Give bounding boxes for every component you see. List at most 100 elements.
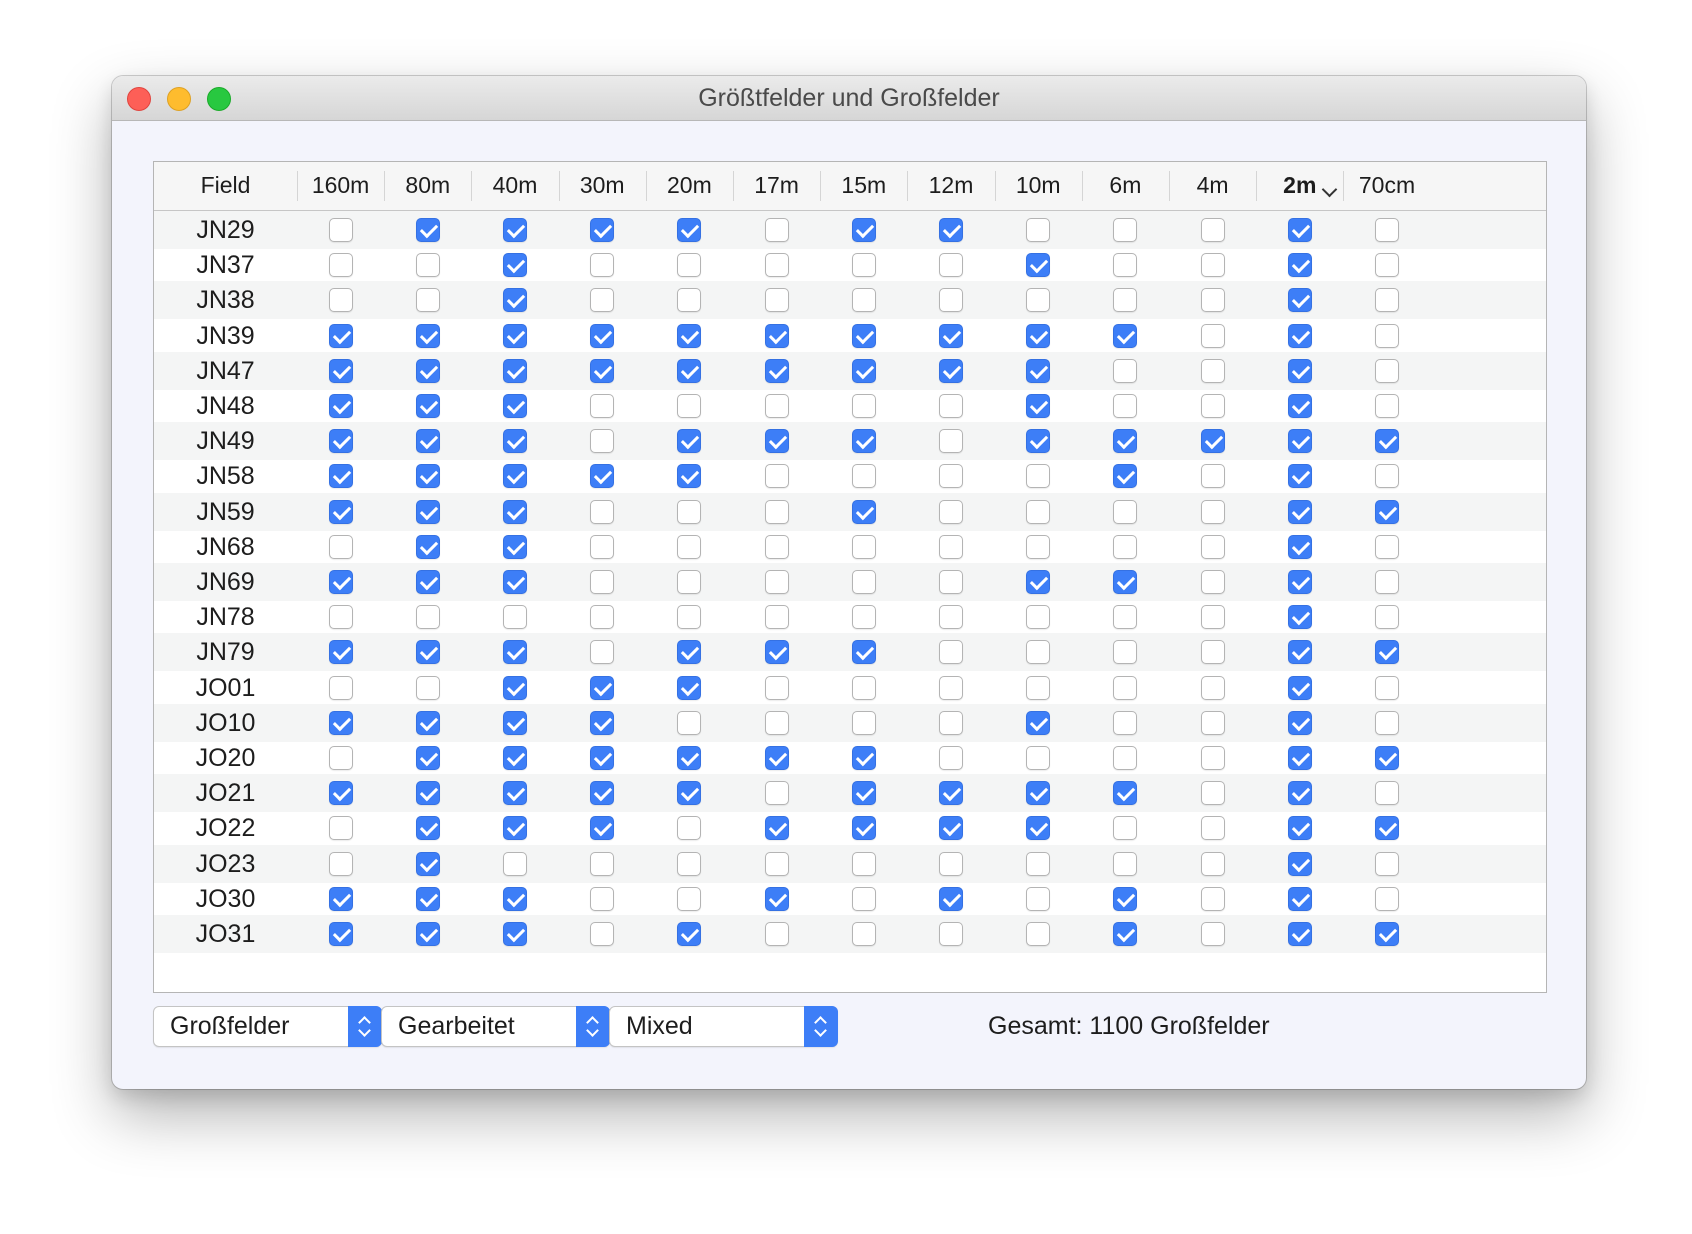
table-row[interactable]: JN38 [154, 281, 1546, 320]
column-header-20m[interactable]: 20m [645, 162, 733, 210]
band-checkbox-17m[interactable] [764, 851, 789, 876]
table-row[interactable]: JN79 [154, 633, 1546, 672]
band-checkbox-10m[interactable] [1026, 394, 1051, 418]
band-checkbox-20m[interactable] [677, 499, 702, 524]
band-checkbox-12m[interactable] [939, 781, 963, 806]
band-checkbox-80m[interactable] [415, 746, 440, 770]
band-checkbox-80m[interactable] [415, 253, 440, 278]
band-checkbox-15m[interactable] [851, 816, 876, 841]
band-checkbox-70cm[interactable] [1375, 781, 1399, 806]
band-checkbox-2m[interactable] [1287, 288, 1312, 313]
band-checkbox-80m[interactable] [415, 464, 440, 489]
mode-select[interactable]: Großfelder [153, 1006, 382, 1047]
band-checkbox-40m[interactable] [503, 886, 527, 911]
band-checkbox-160m[interactable] [328, 781, 353, 806]
band-checkbox-12m[interactable] [939, 675, 963, 700]
band-checkbox-30m[interactable] [590, 886, 615, 911]
band-checkbox-30m[interactable] [590, 746, 615, 770]
band-checkbox-10m[interactable] [1026, 922, 1051, 946]
band-checkbox-2m[interactable] [1287, 323, 1312, 348]
band-checkbox-20m[interactable] [677, 781, 702, 806]
band-checkbox-20m[interactable] [677, 464, 702, 489]
band-checkbox-70cm[interactable] [1375, 746, 1399, 770]
band-checkbox-40m[interactable] [503, 816, 527, 841]
band-checkbox-70cm[interactable] [1375, 358, 1399, 383]
band-checkbox-4m[interactable] [1200, 922, 1225, 946]
band-checkbox-12m[interactable] [939, 288, 963, 313]
band-checkbox-17m[interactable] [764, 218, 789, 242]
table-row[interactable]: JO30 [154, 880, 1546, 918]
band-checkbox-6m[interactable] [1113, 323, 1138, 348]
band-checkbox-6m[interactable] [1113, 570, 1138, 594]
band-checkbox-160m[interactable] [328, 253, 353, 278]
band-checkbox-80m[interactable] [415, 323, 440, 348]
band-checkbox-40m[interactable] [503, 218, 527, 242]
band-checkbox-17m[interactable] [764, 499, 789, 524]
band-checkbox-20m[interactable] [677, 851, 702, 876]
band-checkbox-80m[interactable] [415, 358, 440, 383]
band-checkbox-160m[interactable] [328, 288, 353, 313]
band-checkbox-6m[interactable] [1113, 218, 1138, 242]
band-checkbox-17m[interactable] [764, 640, 789, 665]
column-header-15m[interactable]: 15m [820, 162, 907, 210]
table-row[interactable]: JN49 [154, 422, 1546, 461]
band-checkbox-17m[interactable] [764, 358, 789, 383]
band-checkbox-4m[interactable] [1200, 218, 1225, 242]
band-checkbox-4m[interactable] [1200, 429, 1225, 454]
band-checkbox-2m[interactable] [1287, 886, 1312, 911]
band-checkbox-30m[interactable] [590, 499, 615, 524]
band-checkbox-10m[interactable] [1026, 323, 1051, 348]
band-checkbox-30m[interactable] [590, 922, 615, 946]
band-checkbox-80m[interactable] [415, 816, 440, 841]
band-checkbox-40m[interactable] [503, 570, 527, 594]
band-checkbox-30m[interactable] [590, 640, 615, 665]
band-checkbox-40m[interactable] [503, 358, 527, 383]
column-header-160m[interactable]: 160m [297, 162, 384, 210]
band-checkbox-10m[interactable] [1026, 746, 1051, 770]
band-checkbox-17m[interactable] [764, 816, 789, 841]
band-checkbox-40m[interactable] [503, 394, 527, 418]
column-header-30m[interactable]: 30m [558, 162, 646, 210]
band-checkbox-70cm[interactable] [1375, 710, 1399, 735]
band-checkbox-20m[interactable] [677, 394, 702, 418]
band-checkbox-6m[interactable] [1113, 429, 1138, 454]
band-checkbox-70cm[interactable] [1375, 534, 1399, 559]
band-checkbox-40m[interactable] [503, 429, 527, 454]
band-checkbox-70cm[interactable] [1375, 851, 1399, 876]
band-checkbox-2m[interactable] [1287, 570, 1312, 594]
table-body[interactable]: JN29 JN37 JN38 JN39 JN47 JN48 JN49 JN58 JN59 JN68… [154, 211, 1546, 992]
band-checkbox-30m[interactable] [590, 394, 615, 418]
close-window-button[interactable] [127, 87, 151, 111]
band-checkbox-15m[interactable] [851, 710, 876, 735]
band-checkbox-10m[interactable] [1026, 429, 1051, 454]
band-checkbox-160m[interactable] [328, 429, 353, 454]
band-checkbox-12m[interactable] [939, 218, 963, 242]
band-checkbox-4m[interactable] [1200, 464, 1225, 489]
band-checkbox-160m[interactable] [328, 816, 353, 841]
band-checkbox-12m[interactable] [939, 922, 963, 946]
band-checkbox-4m[interactable] [1200, 605, 1225, 630]
band-checkbox-15m[interactable] [851, 570, 876, 594]
band-checkbox-30m[interactable] [590, 781, 615, 806]
band-checkbox-2m[interactable] [1287, 358, 1312, 383]
band-checkbox-70cm[interactable] [1375, 886, 1399, 911]
column-header-6m[interactable]: 6m [1081, 162, 1169, 210]
band-checkbox-2m[interactable] [1287, 429, 1312, 454]
band-checkbox-15m[interactable] [851, 851, 876, 876]
band-checkbox-160m[interactable] [328, 323, 353, 348]
band-checkbox-6m[interactable] [1113, 499, 1138, 524]
band-checkbox-6m[interactable] [1113, 816, 1138, 841]
band-checkbox-160m[interactable] [328, 640, 353, 665]
table-row[interactable]: JN39 [154, 317, 1546, 355]
band-checkbox-2m[interactable] [1287, 253, 1312, 278]
band-checkbox-70cm[interactable] [1375, 429, 1399, 454]
band-checkbox-70cm[interactable] [1375, 464, 1399, 489]
band-checkbox-2m[interactable] [1287, 851, 1312, 876]
band-checkbox-30m[interactable] [590, 288, 615, 313]
table-row[interactable]: JN37 [154, 246, 1546, 284]
band-checkbox-4m[interactable] [1200, 394, 1225, 418]
band-checkbox-2m[interactable] [1287, 605, 1312, 630]
band-checkbox-2m[interactable] [1287, 640, 1312, 665]
band-checkbox-70cm[interactable] [1375, 218, 1399, 242]
band-checkbox-160m[interactable] [328, 464, 353, 489]
